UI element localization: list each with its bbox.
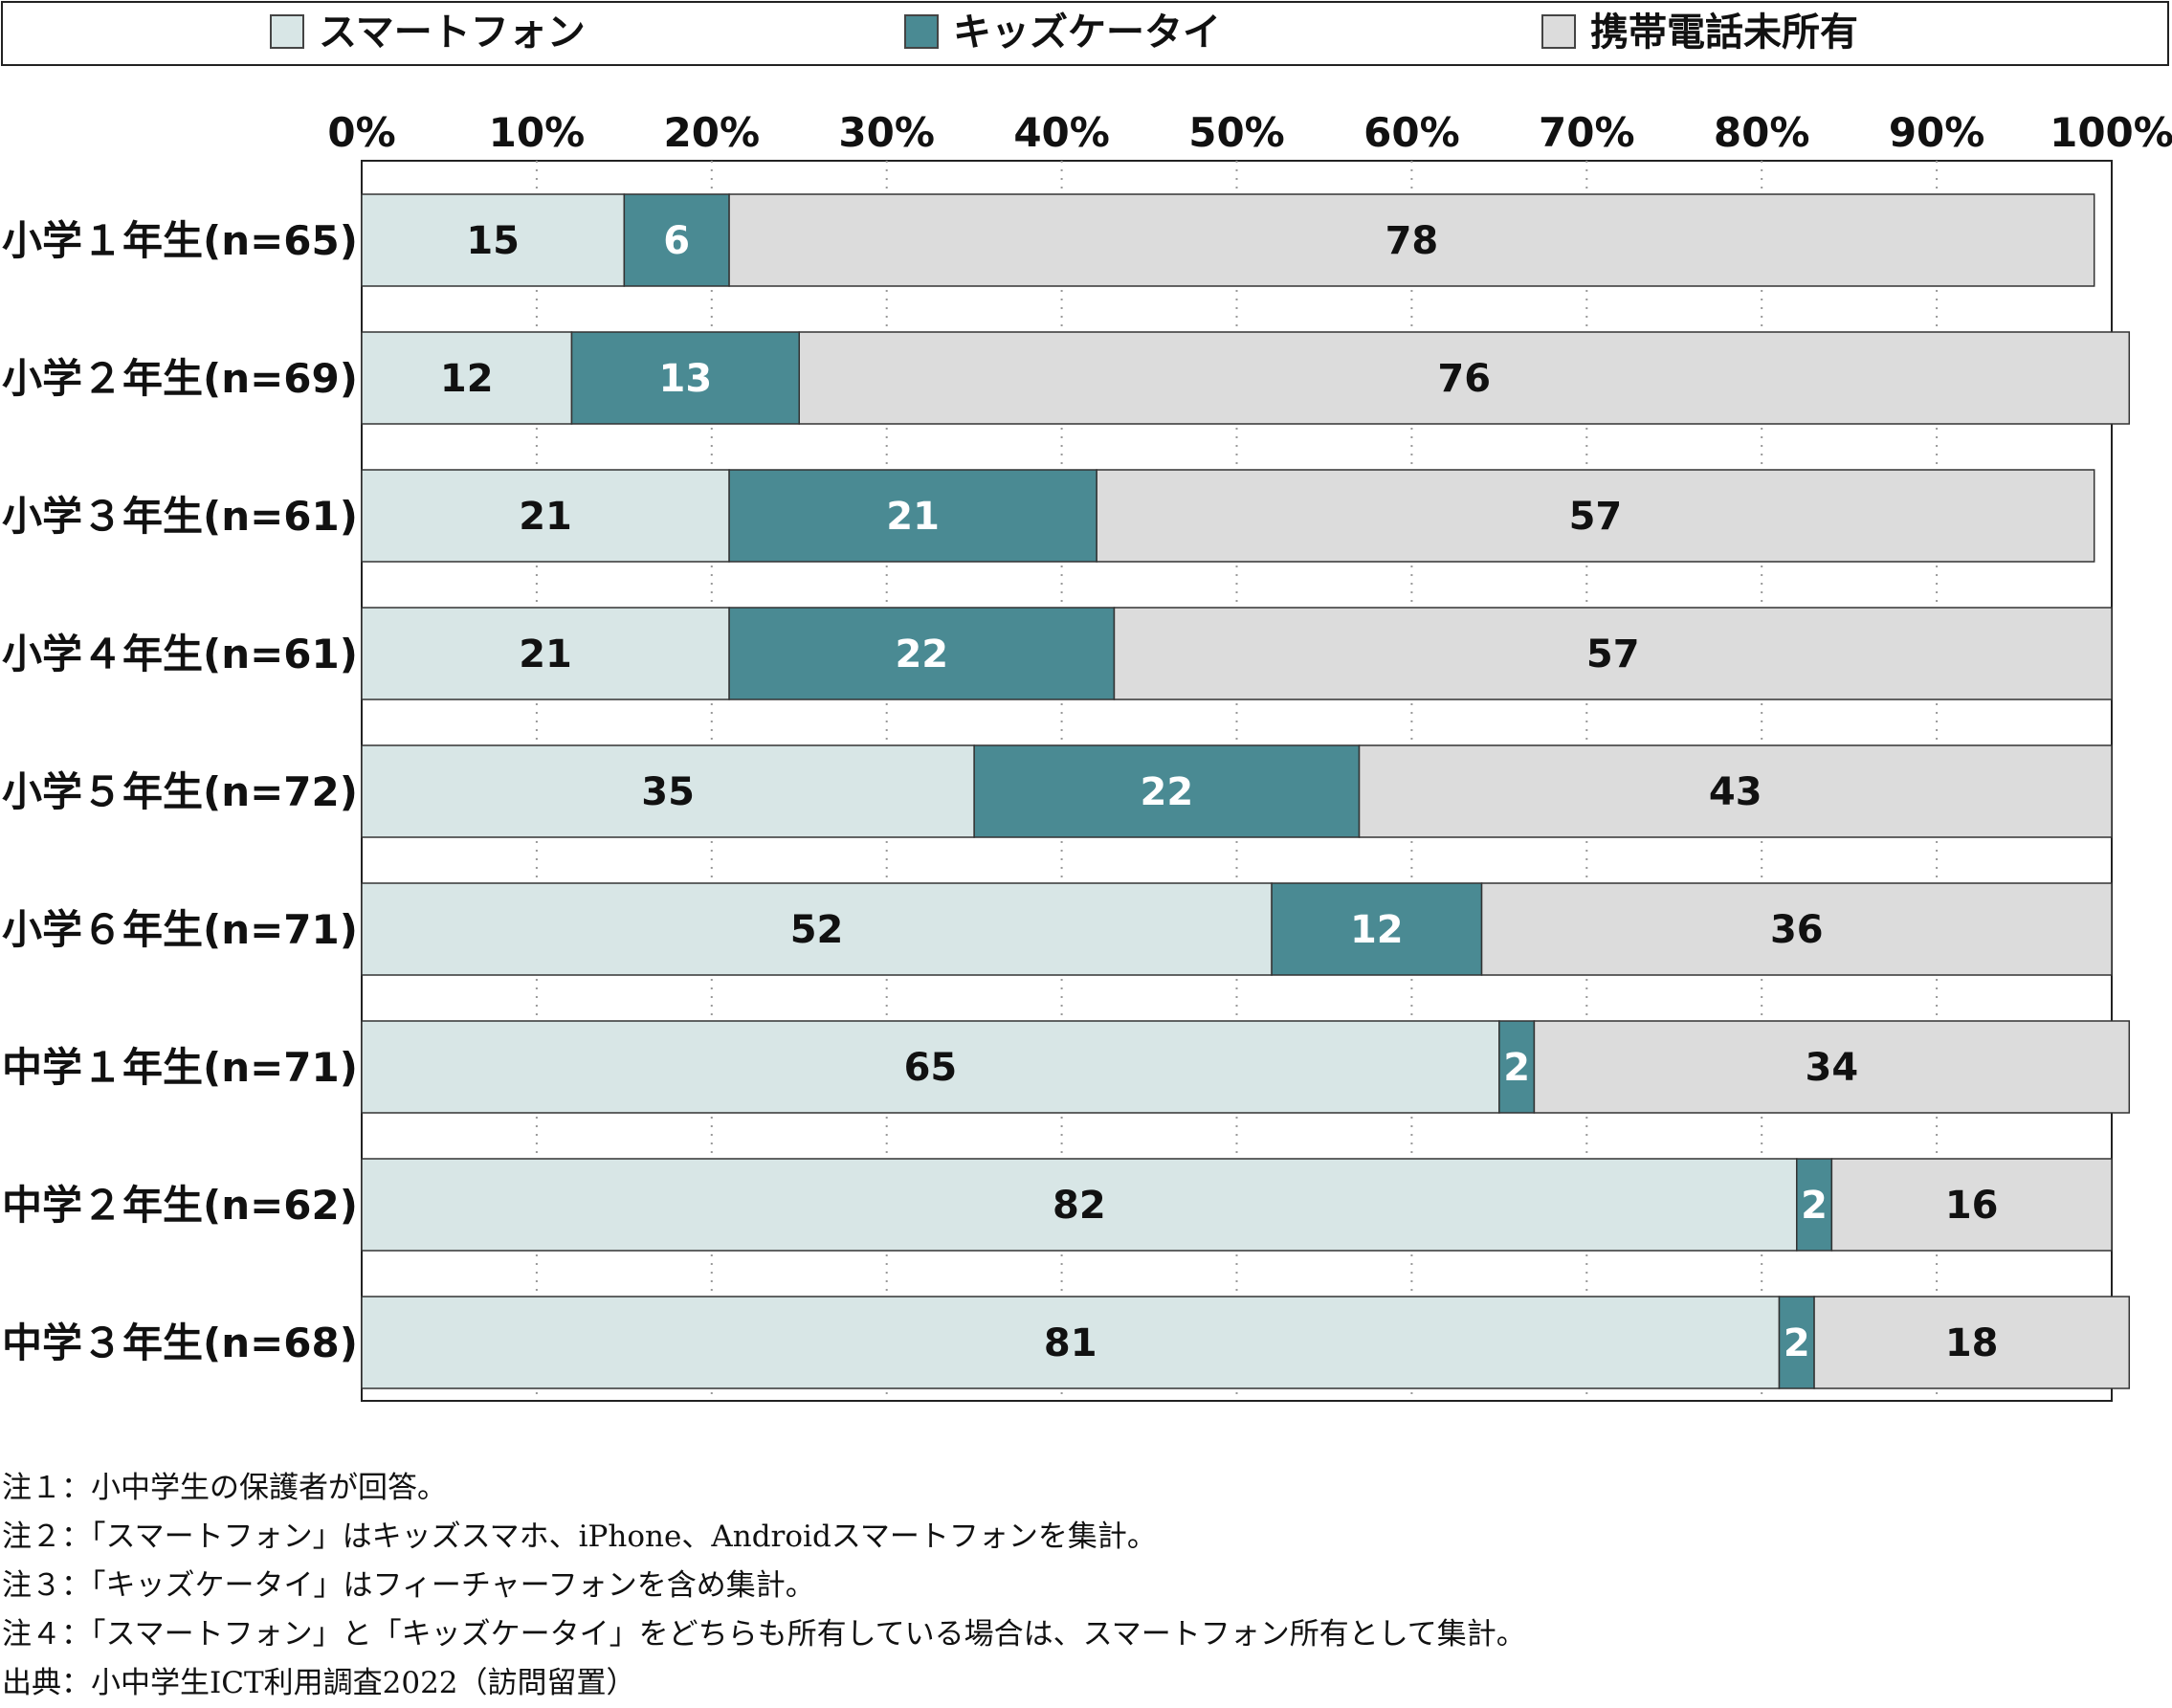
- x-tick-label-6: 60%: [1363, 109, 1460, 156]
- bar-segment: [728, 607, 1116, 700]
- legend-swatch-1: [270, 14, 304, 49]
- bar-segment: [361, 882, 1273, 976]
- bar-segment: [361, 193, 626, 287]
- bar-segment: [1813, 1296, 2131, 1389]
- data-label: 12: [440, 357, 494, 401]
- data-label: 57: [1586, 632, 1640, 677]
- data-label: 2: [1801, 1184, 1828, 1228]
- data-label: 57: [1569, 495, 1623, 539]
- bar-segment: [623, 193, 730, 287]
- data-label: 15: [466, 219, 520, 263]
- x-tick-label-8: 80%: [1714, 109, 1810, 156]
- category-label-6: 小学６年生(n=71): [2, 906, 358, 953]
- x-tick-label-7: 70%: [1539, 109, 1635, 156]
- data-label: 52: [790, 908, 844, 952]
- bar-segment: [1096, 469, 2095, 563]
- category-label-4: 小学４年生(n=61): [2, 631, 358, 677]
- bar-segment: [361, 1296, 1781, 1389]
- bar-segment: [361, 1158, 1798, 1252]
- note-2: 注２：「スマートフォン」はキッズスマホ、iPhone、Androidスマートフォ…: [2, 1519, 1157, 1554]
- bar-segment: [1498, 1020, 1536, 1114]
- data-label: 35: [641, 770, 695, 814]
- category-label-3: 小学３年生(n=61): [2, 493, 358, 540]
- stacked-bar-chart: スマートフォン キッズケータイ 携帯電話未所有 0% 10% 20% 30% 40% 50% 60…: [1, 1, 2172, 1402]
- bar-segment: [361, 1020, 1500, 1114]
- bar-segment: [1533, 1020, 2131, 1114]
- note-1: 注１：小中学生の保護者が回答。: [2, 1471, 447, 1505]
- data-label: 81: [1044, 1321, 1097, 1365]
- data-label: 2: [1784, 1321, 1810, 1365]
- category-label-7: 中学１年生(n=71): [2, 1044, 358, 1091]
- bar-segment: [361, 469, 730, 563]
- legend-swatch-3: [1541, 14, 1576, 49]
- x-tick-label-3: 30%: [838, 109, 935, 156]
- x-tick-label-5: 50%: [1188, 109, 1285, 156]
- legend-swatch-2: [904, 14, 939, 49]
- data-label: 21: [519, 632, 572, 677]
- x-tick-label-9: 90%: [1889, 109, 1985, 156]
- category-label-9: 中学３年生(n=68): [2, 1320, 358, 1366]
- legend-frame: [1, 1, 2169, 66]
- data-label: 36: [1770, 908, 1824, 952]
- x-tick-label-10: 100%: [2050, 109, 2172, 156]
- data-label: 82: [1053, 1184, 1106, 1228]
- chart-notes: 注１：小中学生の保護者が回答。 注２：「スマートフォン」はキッズスマホ、iPho…: [2, 1464, 2164, 1708]
- bar-segment: [361, 331, 573, 425]
- data-label: 21: [519, 495, 572, 539]
- bar-segment: [973, 744, 1361, 838]
- bar-segment: [1796, 1158, 1833, 1252]
- data-label: 76: [1437, 357, 1491, 401]
- data-label: 22: [895, 632, 948, 677]
- data-label: 34: [1806, 1046, 1859, 1090]
- bar-segment: [1113, 607, 2113, 700]
- bar-segment: [570, 331, 800, 425]
- bar-segment: [1271, 882, 1483, 976]
- bar-segment: [1480, 882, 2113, 976]
- data-label: 78: [1385, 219, 1439, 263]
- x-tick-label-1: 10%: [489, 109, 586, 156]
- bar-segment: [361, 744, 975, 838]
- x-tick-label-2: 20%: [664, 109, 761, 156]
- x-tick-label-0: 0%: [327, 109, 395, 156]
- data-label: 6: [663, 219, 690, 263]
- data-label: 21: [886, 495, 940, 539]
- bar-segment: [728, 469, 1097, 563]
- data-label: 16: [1945, 1184, 1999, 1228]
- data-label: 22: [1141, 770, 1194, 814]
- category-label-2: 小学２年生(n=69): [2, 355, 358, 402]
- bar-segment: [728, 193, 2095, 287]
- category-label-1: 小学１年生(n=65): [2, 217, 358, 264]
- data-label: 18: [1945, 1321, 1999, 1365]
- data-label: 13: [659, 357, 713, 401]
- category-label-5: 小学５年生(n=72): [2, 768, 358, 815]
- note-3: 注３：「キッズケータイ」はフィーチャーフォンを含め集計。: [2, 1568, 815, 1603]
- bar-segment: [798, 331, 2131, 425]
- source-note: 出典：小中学生ICT利用調査2022（訪問留置）: [2, 1666, 636, 1700]
- data-label: 2: [1503, 1046, 1530, 1090]
- data-label: 43: [1709, 770, 1762, 814]
- category-label-8: 中学２年生(n=62): [2, 1182, 358, 1229]
- x-tick-label-4: 40%: [1013, 109, 1110, 156]
- bar-segment: [1358, 744, 2113, 838]
- legend-label-2: キッズケータイ: [953, 11, 1221, 55]
- legend-label-3: 携帯電話未所有: [1590, 11, 1858, 55]
- legend-label-1: スマートフォン: [319, 11, 586, 55]
- data-label: 65: [904, 1046, 958, 1090]
- note-4: 注４：「スマートフォン」と「キッズケータイ」をどちらも所有している場合は、スマー…: [2, 1617, 1526, 1652]
- bar-segment: [1830, 1158, 2113, 1252]
- data-label: 12: [1350, 908, 1404, 952]
